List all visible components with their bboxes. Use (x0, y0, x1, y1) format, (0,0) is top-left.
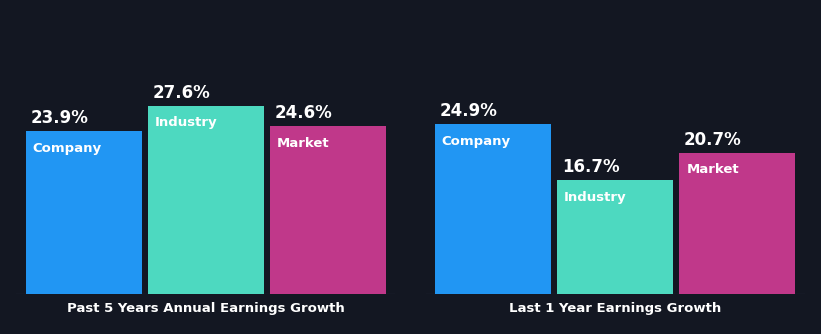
Text: 16.7%: 16.7% (562, 158, 619, 176)
Bar (679, 153, 796, 294)
Text: 23.9%: 23.9% (30, 109, 88, 127)
Bar (557, 180, 673, 294)
Bar (148, 106, 264, 294)
Text: Company: Company (442, 135, 511, 148)
X-axis label: Last 1 Year Earnings Growth: Last 1 Year Earnings Growth (509, 302, 721, 315)
Bar (435, 124, 551, 294)
Text: 27.6%: 27.6% (153, 84, 210, 102)
Bar (270, 126, 386, 294)
Text: 20.7%: 20.7% (684, 131, 741, 149)
Bar (25, 131, 142, 294)
Text: Market: Market (686, 163, 739, 176)
Text: 24.9%: 24.9% (439, 102, 498, 120)
Text: Company: Company (33, 142, 102, 155)
Text: Industry: Industry (564, 191, 626, 204)
Text: 24.6%: 24.6% (275, 104, 333, 122)
X-axis label: Past 5 Years Annual Earnings Growth: Past 5 Years Annual Earnings Growth (67, 302, 345, 315)
Text: Market: Market (277, 137, 330, 150)
Text: Industry: Industry (155, 117, 218, 130)
